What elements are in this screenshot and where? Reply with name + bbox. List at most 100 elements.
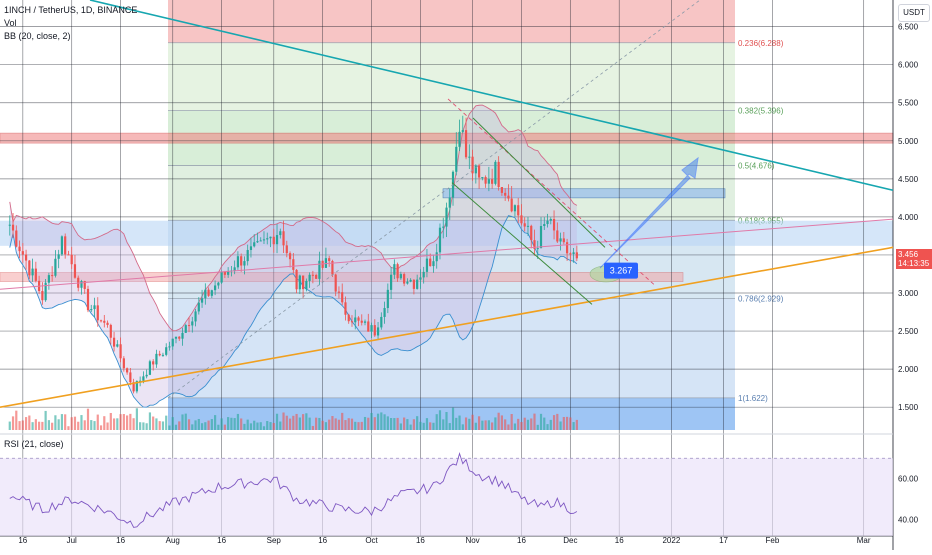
volume-bar xyxy=(393,418,396,430)
candle-body xyxy=(204,289,207,299)
candle-body xyxy=(517,205,520,216)
volume-legend[interactable]: Vol xyxy=(4,18,17,28)
volume-bar xyxy=(178,421,181,430)
volume-bar xyxy=(236,413,240,430)
volume-bar xyxy=(435,414,438,430)
volume-bar xyxy=(429,422,432,430)
candle-body xyxy=(539,226,543,249)
volume-bar xyxy=(337,419,341,430)
candle-body xyxy=(334,274,337,292)
symbol-legend[interactable]: 1INCH / TetherUS, 1D, BINANCE xyxy=(4,5,138,15)
volume-bar xyxy=(363,416,367,430)
volume-bar xyxy=(461,424,464,430)
candle-body xyxy=(295,269,298,290)
volume-bar xyxy=(383,414,386,430)
candle-body xyxy=(419,277,422,280)
price-axis-label: 1.500 xyxy=(898,403,919,412)
candle-body xyxy=(15,230,18,247)
candle-body xyxy=(393,264,396,275)
time-axis-label: Feb xyxy=(766,536,780,545)
candle-body xyxy=(207,289,210,296)
volume-bar xyxy=(145,423,148,430)
volume-bar xyxy=(38,421,41,430)
candle-body xyxy=(341,292,344,303)
volume-bar xyxy=(24,417,28,430)
volume-bar xyxy=(86,408,90,430)
candle-body xyxy=(556,230,559,242)
rsi-legend[interactable]: RSI (21, close) xyxy=(4,439,64,449)
volume-bar xyxy=(494,417,497,430)
candle-body xyxy=(272,236,275,245)
fib-label: 0.382(5.396) xyxy=(738,107,784,116)
candle-body xyxy=(21,251,24,255)
candle-body xyxy=(44,282,47,301)
candle-body xyxy=(491,179,494,184)
candle-body xyxy=(442,226,445,228)
candle-body xyxy=(412,279,416,289)
candle-body xyxy=(559,238,562,242)
candle-body xyxy=(484,177,487,184)
volume-bar xyxy=(572,422,575,430)
time-axis-label: 16 xyxy=(18,536,27,545)
volume-bar xyxy=(11,416,15,430)
volume-bar xyxy=(275,413,279,430)
candle-body xyxy=(344,302,347,315)
price-axis-label: 6.500 xyxy=(898,23,919,32)
candle-body xyxy=(520,215,523,224)
volume-bar xyxy=(513,423,517,430)
candle-body xyxy=(373,325,376,336)
candle-body xyxy=(80,281,83,288)
volume-bar xyxy=(575,419,578,430)
fib-label: 1(1.622) xyxy=(738,394,768,403)
candle-body xyxy=(24,254,28,261)
volume-bar xyxy=(409,424,412,430)
candle-body xyxy=(363,321,367,323)
currency-button[interactable]: USDT xyxy=(898,4,930,22)
bollinger-upper xyxy=(9,104,578,332)
candle-body xyxy=(389,274,393,290)
candle-body xyxy=(142,376,145,381)
candle-body xyxy=(171,338,174,347)
volume-bar xyxy=(373,417,376,430)
candle-body xyxy=(354,317,357,323)
volume-bar xyxy=(64,414,67,430)
candle-body xyxy=(572,252,575,254)
volume-bar xyxy=(57,419,60,430)
time-axis-label: 16 xyxy=(416,536,425,545)
bollinger-legend[interactable]: BB (20, close, 2) xyxy=(4,31,71,41)
candle-body xyxy=(148,361,152,375)
candle-body xyxy=(259,240,262,242)
fib-zone-5 xyxy=(168,298,735,398)
candle-body xyxy=(161,354,165,356)
candle-body xyxy=(223,272,226,275)
time-axis-label: Mar xyxy=(857,536,871,545)
resistance-zone xyxy=(0,132,894,144)
volume-bar xyxy=(233,418,236,430)
red-dashed-channel xyxy=(447,98,656,286)
volume-bar xyxy=(425,418,429,430)
candle-body xyxy=(139,380,142,382)
candle-body xyxy=(347,314,350,322)
volume-bar xyxy=(171,417,174,430)
volume-bar xyxy=(44,410,47,430)
candle-body xyxy=(474,165,477,174)
volume-bar xyxy=(419,421,422,430)
volume-bar xyxy=(523,417,526,430)
volume-bar xyxy=(569,417,572,430)
volume-bar xyxy=(504,419,507,430)
candle-body xyxy=(233,267,236,271)
candle-body xyxy=(152,361,155,365)
candle-body xyxy=(487,179,490,184)
candle-body xyxy=(318,260,321,279)
time-axis-label: Aug xyxy=(166,536,180,545)
price-axis-label: 6.000 xyxy=(898,61,919,70)
candle-body xyxy=(116,344,119,347)
volume-bar xyxy=(530,418,533,430)
volume-bar xyxy=(99,425,103,430)
volume-bar xyxy=(331,416,334,430)
candle-body xyxy=(236,256,240,268)
volume-bar xyxy=(477,416,481,430)
volume-bar xyxy=(246,419,249,430)
